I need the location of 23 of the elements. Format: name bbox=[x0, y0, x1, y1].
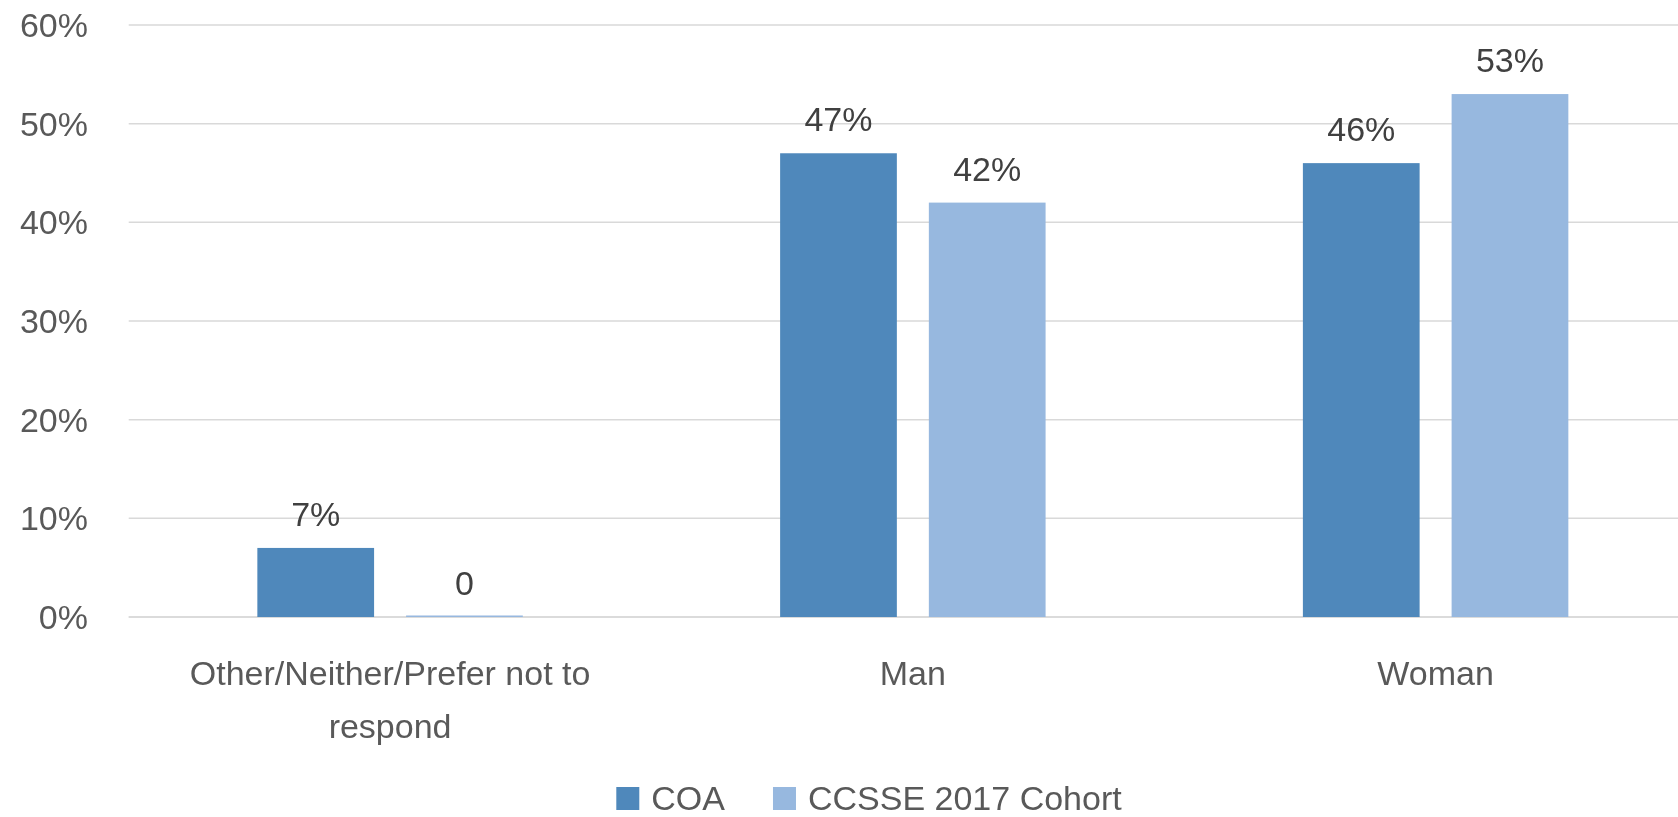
y-tick-label: 0% bbox=[38, 598, 88, 636]
data-label: 7% bbox=[291, 494, 341, 533]
bar bbox=[257, 547, 375, 617]
y-tick-label: 60% bbox=[19, 6, 88, 44]
y-tick-label: 30% bbox=[19, 302, 88, 340]
x-tick-label: Man bbox=[879, 654, 946, 692]
legend-label: COA bbox=[651, 779, 726, 817]
data-label: 42% bbox=[953, 149, 1022, 188]
data-label: 46% bbox=[1327, 110, 1396, 149]
bar bbox=[1302, 163, 1420, 617]
data-label: 0 bbox=[454, 564, 474, 602]
bar bbox=[928, 202, 1046, 617]
data-label: 53% bbox=[1475, 41, 1545, 80]
x-tick-label: Other/Neither/Prefer not to respond bbox=[189, 654, 591, 745]
y-tick-label: 50% bbox=[19, 104, 88, 143]
data-label: 47% bbox=[804, 100, 873, 139]
bar bbox=[780, 153, 897, 617]
x-tick-label: Woman bbox=[1377, 654, 1494, 692]
y-tick-label: 10% bbox=[19, 499, 88, 538]
y-tick-label: 40% bbox=[19, 203, 88, 242]
y-tick-label: 20% bbox=[19, 400, 88, 439]
bar bbox=[1451, 94, 1569, 617]
legend-label: CCSSE 2017 Cohort bbox=[807, 779, 1123, 817]
